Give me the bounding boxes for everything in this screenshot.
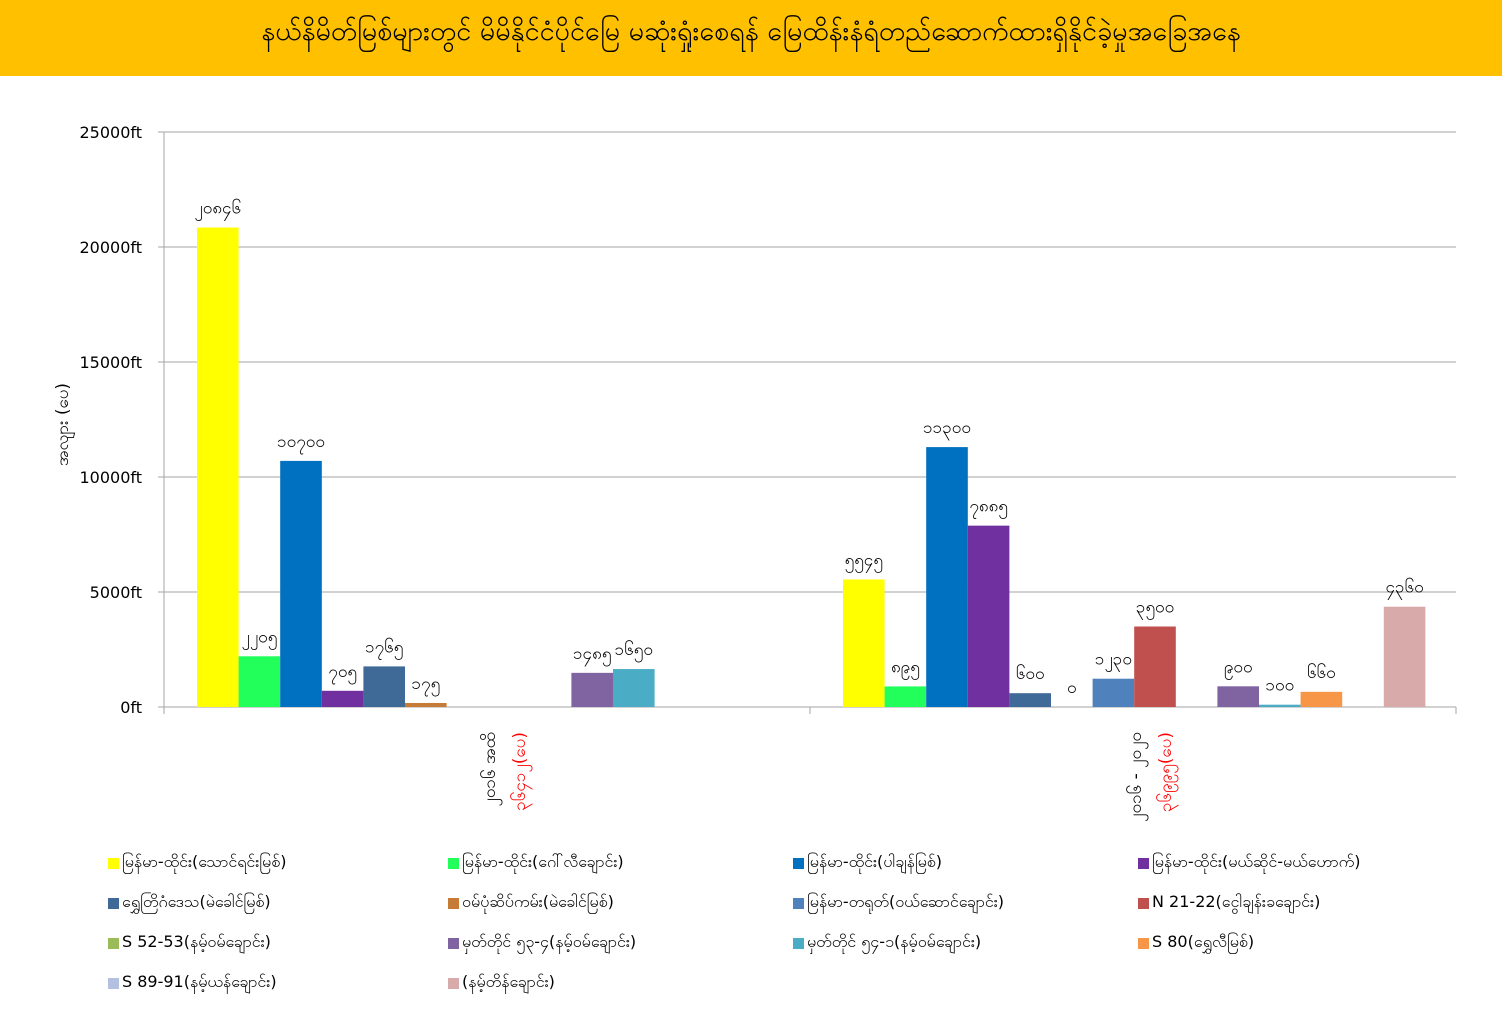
data-label: ၈၉၅ <box>891 657 920 680</box>
y-tick-label: 15000ft <box>79 353 142 372</box>
legend-item: ဝမ်ပုံဆိပ်ကမ်း(မဲခေါင်မြစ်) <box>448 892 614 914</box>
data-label: ၁၇၅ <box>411 674 440 697</box>
legend-item: ရွှေတြိဂံဒေသ(မဲခေါင်မြစ်) <box>108 892 271 914</box>
legend-swatch <box>448 977 459 989</box>
legend-item: S 52-53(နမ့်ဝမ်ချောင်း) <box>108 932 271 954</box>
data-label: ၅၅၄၅ <box>845 550 883 573</box>
data-label: ၂၂၀၅ <box>241 627 277 650</box>
legend-swatch <box>448 897 459 909</box>
bar <box>405 702 447 707</box>
legend-label: မြန်မာ-ထိုင်း(ပါချန်မြစ်) <box>807 852 943 871</box>
legend-item: N 21-22(ငွေါချန်းခချောင်း) <box>1138 892 1320 914</box>
category-total-label: ၃၆၄၁၂(ပေ) <box>509 732 533 811</box>
data-label: ၉၀၀ <box>1224 657 1253 680</box>
chart-plot: 0ft 5000ft 10000ft 15000ft 20000ft 25000ft အလျ… <box>53 123 1457 822</box>
legend-swatch <box>1138 857 1149 869</box>
legend-swatch <box>108 977 119 989</box>
category-total-label: ၃၆၉၉၅(ပေ) <box>1155 732 1179 812</box>
legend-item: မှတ်တိုင် ၅၃-၄(နမ့်ဝမ်ချောင်း) <box>448 932 636 954</box>
bar <box>571 672 613 707</box>
legend-swatch <box>1138 897 1149 909</box>
bar <box>238 656 281 707</box>
legend-label: ရွှေတြိဂံဒေသ(မဲခေါင်မြစ်) <box>122 892 271 911</box>
bar <box>363 666 405 707</box>
bar <box>1134 626 1176 707</box>
bar <box>613 669 655 707</box>
data-label: ၂၀၈၄၆ <box>194 198 241 222</box>
y-tick-label: 10000ft <box>79 468 142 487</box>
legend-label: မှတ်တိုင် ၅၄-၁(နမ့်ဝမ်ချောင်း) <box>807 932 982 951</box>
category-label: ၂၀၁၆ - ၂၀၂၀ <box>1125 732 1149 822</box>
legend-swatch <box>108 937 119 949</box>
category-label: ၂၀၁၆ အထိ <box>479 732 503 806</box>
legend-swatch <box>108 857 119 869</box>
legend-swatch <box>793 857 804 869</box>
legend-label: (နမ့်တိန်ချောင်း) <box>462 972 555 991</box>
data-label: ၁၆၅၀ <box>615 639 653 663</box>
legend-label: ဝမ်ပုံဆိပ်ကမ်း(မဲခေါင်မြစ်) <box>462 892 614 911</box>
legend-label: S 52-53(နမ့်ဝမ်ချောင်း) <box>122 932 271 951</box>
legend-label: S 89-91(နမ့်ယန်ချောင်း) <box>122 972 277 991</box>
legend-item: မြန်မာ-ထိုင်း(မယ်ဆိုင်-မယ်ဟောက်) <box>1138 852 1361 874</box>
legend-item: (နမ့်တိန်ချောင်း) <box>448 972 555 994</box>
legend-item: မြန်မာ-တရုတ်(ဝယ်ဆောင်ချောင်း) <box>793 892 1004 914</box>
data-label: ၆၀၀ <box>1016 663 1045 684</box>
data-label: ၀ <box>1067 678 1077 698</box>
legend-item: S 89-91(နမ့်ယန်ချောင်း) <box>108 972 277 994</box>
legend-label: N 21-22(ငွေါချန်းခချောင်း) <box>1152 892 1321 911</box>
legend-swatch <box>793 897 804 909</box>
y-tick-label: 0ft <box>120 698 142 717</box>
y-tick-label: 25000ft <box>79 123 142 142</box>
legend-item: မြန်မာ-ထိုင်း(ဂေါ်လီချောင်း) <box>448 852 624 874</box>
bar <box>1092 678 1135 707</box>
data-label: ၇၀၅ <box>328 662 357 685</box>
legend-item: မြန်မာ-ထိုင်း(ပါချန်မြစ်) <box>793 852 942 874</box>
chart-title: နယ်နိမိတ်မြစ်များတွင် မိမိနိုင်ငံပိုင်မြ… <box>261 16 1241 47</box>
legend-swatch <box>108 897 119 909</box>
legend-label: မှတ်တိုင် ၅၃-၄(နမ့်ဝမ်ချောင်း) <box>462 932 637 951</box>
legend-swatch <box>793 937 804 949</box>
bar <box>884 686 927 707</box>
bar <box>1383 606 1426 707</box>
legend-item: မှတ်တိုင် ၅၄-၁(နမ့်ဝမ်ချောင်း) <box>793 932 981 954</box>
legend-item: မြန်မာ-ထိုင်း(သောင်ရင်းမြစ်) <box>108 852 286 874</box>
data-label: ၁၄၈၅ <box>573 644 611 667</box>
data-label: ၁၇၆၅ <box>365 636 403 660</box>
data-label: ၃၅၀၀ <box>1136 598 1174 621</box>
legend-label: မြန်မာ-ထိုင်း(ဂေါ်လီချောင်း) <box>462 852 624 871</box>
legend-swatch <box>448 857 459 869</box>
data-label: ၁၁၃၀၀ <box>923 418 971 441</box>
bar <box>1300 691 1343 707</box>
bar <box>926 447 968 707</box>
data-label: ၁၀၀ <box>1265 676 1294 696</box>
title-bar: နယ်နိမိတ်မြစ်များတွင် မိမိနိုင်ငံပိုင်မြ… <box>0 0 1502 76</box>
y-axis-label: အလျား (ပေ) <box>53 383 76 466</box>
legend-item: S 80(ရွှေလီမြစ်) <box>1138 932 1254 954</box>
legend-swatch <box>448 937 459 949</box>
data-label: ၇၈၈၅ <box>969 497 1008 520</box>
bar <box>1217 686 1259 707</box>
legend-label: မြန်မာ-ထိုင်း(သောင်ရင်းမြစ်) <box>122 852 287 871</box>
legend-label: မြန်မာ-တရုတ်(ဝယ်ဆောင်ချောင်း) <box>807 892 1005 911</box>
data-label: ၄၃၆၀ <box>1385 577 1423 601</box>
legend-label: S 80(ရွှေလီမြစ်) <box>1152 932 1255 951</box>
bar <box>280 460 322 707</box>
y-tick-label: 5000ft <box>90 583 142 602</box>
bar <box>321 690 364 707</box>
legend-swatch <box>1138 937 1149 949</box>
legend-label: မြန်မာ-ထိုင်း(မယ်ဆိုင်-မယ်ဟောက်) <box>1152 852 1361 871</box>
bar <box>843 579 885 707</box>
data-label: ၁၂၃၀ <box>1095 650 1132 673</box>
bar <box>1009 693 1051 707</box>
y-tick-label: 20000ft <box>79 238 142 257</box>
bar <box>1259 704 1301 707</box>
data-label: ၆၆၀ <box>1307 662 1336 683</box>
bar <box>197 227 239 708</box>
bar <box>967 525 1010 707</box>
data-label: ၁၀၇၀၀ <box>277 432 325 455</box>
